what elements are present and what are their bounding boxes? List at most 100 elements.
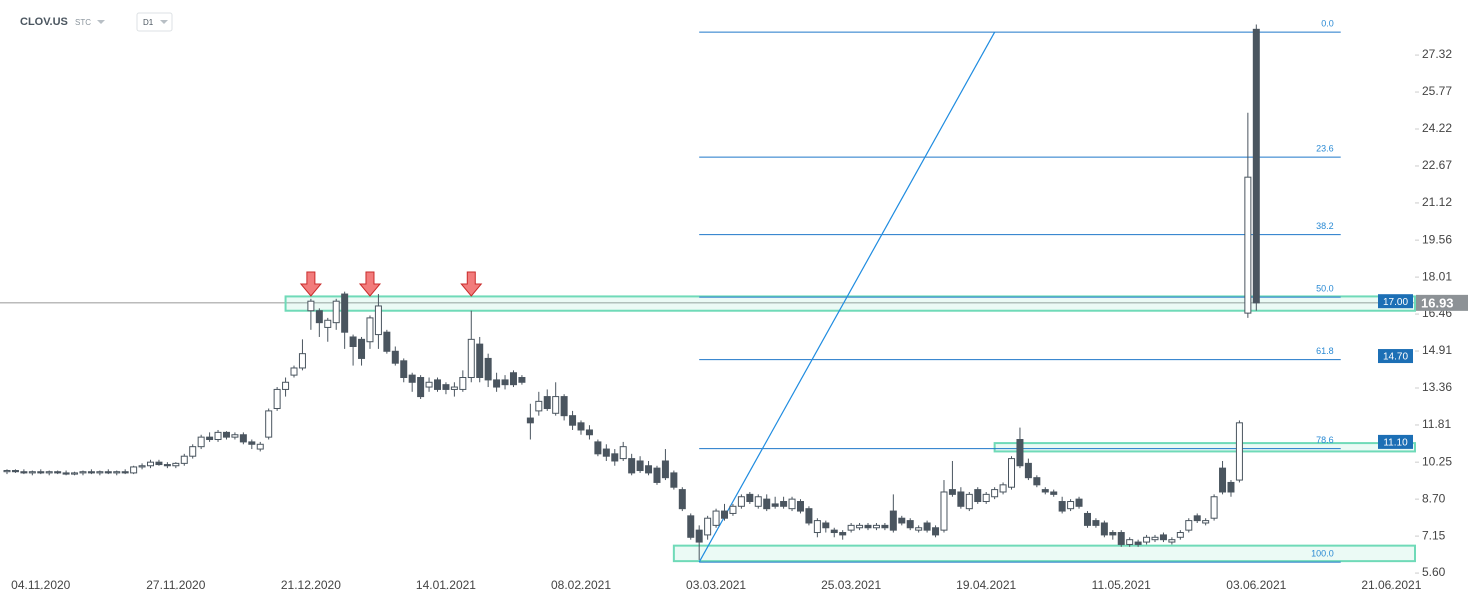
candle-body: [1075, 498, 1083, 507]
candle-body: [678, 489, 686, 510]
fib-label: 50.0: [1316, 284, 1334, 294]
candle-body: [391, 350, 399, 364]
candle-body: [450, 386, 458, 390]
fib-label: 0.0: [1321, 19, 1334, 29]
candle-body: [239, 434, 247, 443]
candle-body: [1227, 481, 1235, 493]
candle-body: [999, 484, 1007, 493]
y-tick-label: 14.91: [1422, 343, 1452, 357]
candle-body: [104, 471, 112, 474]
y-tick-label: 27.32: [1422, 47, 1452, 61]
candle-body: [746, 493, 754, 503]
candle-body: [872, 524, 880, 529]
candle-body: [780, 501, 788, 507]
candle-body: [1202, 520, 1210, 524]
candle-body: [248, 441, 256, 445]
candle-body: [1210, 496, 1218, 519]
candle-body: [737, 496, 745, 507]
candle-body: [796, 501, 804, 512]
candle-body: [1235, 422, 1243, 481]
y-tick-label: 10.25: [1422, 454, 1452, 468]
price-tag-label: 14.70: [1383, 352, 1408, 363]
candle-body: [611, 453, 619, 462]
y-tick-label: 18.01: [1422, 269, 1452, 283]
dropdown-icon[interactable]: [97, 20, 105, 24]
candle-body: [214, 431, 222, 441]
candle-body: [1134, 541, 1142, 545]
candle-body: [585, 429, 593, 436]
candle-body: [602, 448, 610, 457]
candle-body: [1126, 539, 1134, 545]
candle-body: [1176, 532, 1184, 538]
x-tick-label: 03.06.2021: [1226, 578, 1286, 592]
candle-body: [79, 471, 87, 474]
y-tick-label: 5.60: [1422, 565, 1446, 579]
symbol-type: STC: [75, 18, 91, 27]
candle-body: [358, 338, 366, 359]
candle-body: [62, 472, 70, 475]
fib-label: 78.6: [1316, 435, 1334, 445]
candle-body: [729, 505, 737, 514]
candle-body: [1008, 458, 1016, 488]
candle-body: [163, 464, 171, 467]
candle-body: [1151, 536, 1159, 541]
candle-body: [594, 441, 602, 455]
candle-body: [501, 379, 509, 386]
candle-body: [45, 471, 53, 474]
x-tick-label: 14.01.2021: [416, 578, 476, 592]
candle-body: [712, 510, 720, 526]
candle-body: [442, 384, 450, 390]
candle-body: [366, 317, 374, 343]
candle-body: [298, 353, 306, 369]
y-tick-label: 11.81: [1422, 417, 1451, 431]
candle-body: [197, 436, 205, 448]
candle-body: [87, 471, 95, 474]
interval: D1: [143, 18, 154, 27]
candle-body: [1092, 520, 1100, 526]
candle-body: [805, 508, 813, 524]
symbol: CLOV.US: [20, 16, 68, 28]
candle-body: [1050, 491, 1058, 495]
candle-body: [628, 458, 636, 474]
candle-body: [315, 310, 323, 324]
candle-body: [206, 436, 214, 441]
candle-body: [54, 471, 62, 474]
interval-select[interactable]: [136, 12, 173, 32]
current-price-label: 16.93: [1421, 295, 1454, 310]
price-tag-label: 11.10: [1383, 438, 1408, 449]
candle-body: [906, 520, 914, 529]
candle-body: [332, 300, 340, 324]
candle-body: [273, 388, 281, 410]
candle-body: [349, 336, 357, 348]
candle-body: [1252, 28, 1260, 304]
candle-body: [383, 331, 391, 352]
candle-body: [830, 529, 838, 534]
arrow-marker: [460, 271, 483, 297]
candle-body: [341, 293, 349, 333]
price-tag: [1378, 434, 1413, 449]
candle-body: [788, 498, 796, 510]
candle-body: [1067, 501, 1075, 510]
candle-body: [71, 472, 79, 475]
y-tick-label: 13.36: [1422, 380, 1452, 394]
candle-body: [940, 491, 948, 531]
candle-body: [653, 467, 661, 483]
candle-body: [560, 396, 568, 417]
candle-body: [400, 360, 408, 379]
price-tag: [1378, 294, 1413, 309]
candle-body: [974, 489, 982, 503]
price-tag-label: 17.00: [1383, 297, 1408, 308]
x-tick-label: 08.02.2021: [551, 578, 611, 592]
candle-body: [636, 460, 644, 472]
candle-body: [1219, 467, 1227, 493]
y-tick-label: 7.15: [1422, 528, 1446, 542]
candle-body: [37, 471, 45, 474]
candle-body: [932, 527, 940, 536]
candle-body: [991, 489, 999, 498]
candle-body: [822, 522, 830, 529]
fib-label: 38.2: [1316, 221, 1334, 231]
candle-body: [695, 529, 703, 543]
trend-line: [698, 31, 996, 563]
support-resistance-zone: [672, 544, 1416, 563]
candle-body: [687, 515, 695, 538]
